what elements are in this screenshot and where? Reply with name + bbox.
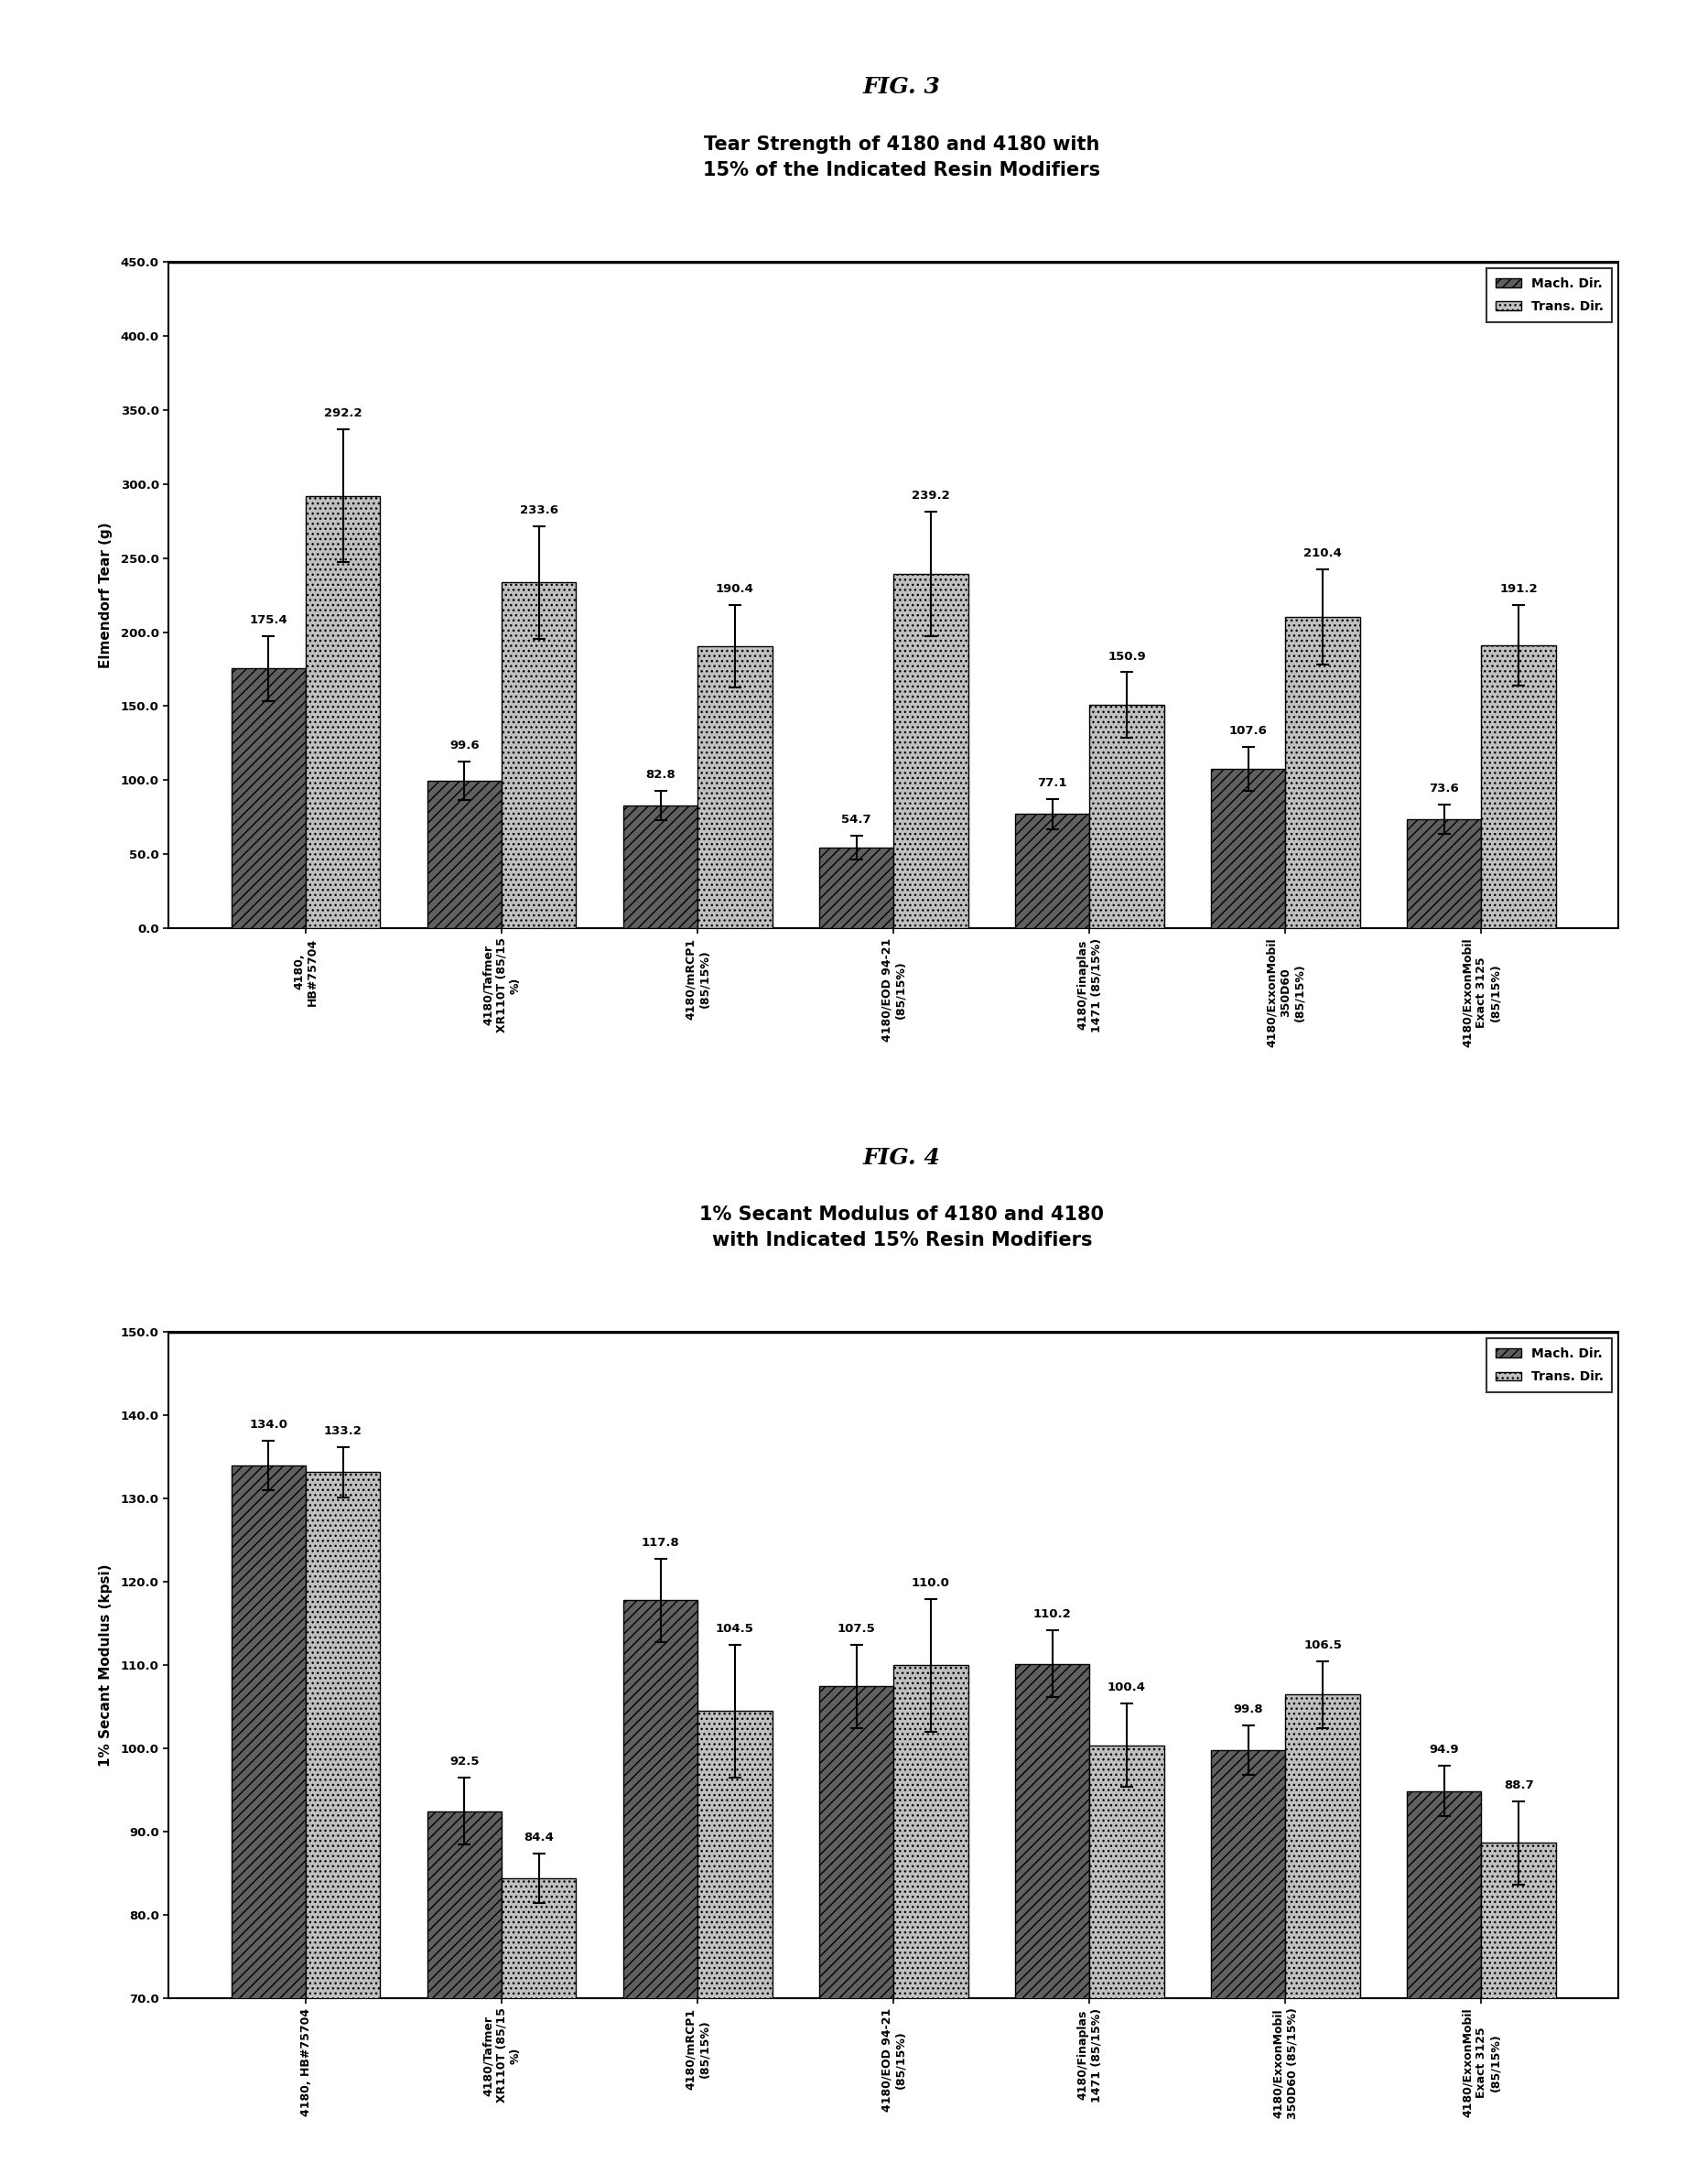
Bar [502,583,577,928]
Text: 107.5: 107.5 [838,1623,875,1634]
Bar [1211,1749,1285,2184]
Legend: Mach. Dir., Trans. Dir.: Mach. Dir., Trans. Dir. [1487,269,1612,321]
Bar [1482,644,1556,928]
Text: 107.6: 107.6 [1229,725,1268,736]
Text: 88.7: 88.7 [1504,1780,1534,1791]
Bar [894,574,968,928]
Bar [231,1465,305,2184]
Bar [1015,815,1089,928]
Bar [1406,819,1482,928]
Bar [1089,705,1163,928]
Bar [819,847,894,928]
Text: 233.6: 233.6 [519,505,558,515]
Text: FIG. 3: FIG. 3 [863,76,941,98]
Bar [1406,1791,1482,2184]
Bar [231,668,305,928]
Text: 106.5: 106.5 [1303,1640,1342,1651]
Text: 100.4: 100.4 [1108,1682,1146,1693]
Y-axis label: 1% Secant Modulus (kpsi): 1% Secant Modulus (kpsi) [99,1564,113,1767]
Bar [624,806,698,928]
Bar [1285,1695,1361,2184]
Text: 1% Secant Modulus of 4180 and 4180
with Indicated 15% Resin Modifiers: 1% Secant Modulus of 4180 and 4180 with … [700,1206,1104,1249]
Text: 94.9: 94.9 [1430,1745,1458,1756]
Bar [427,1811,502,2184]
Text: 104.5: 104.5 [715,1623,754,1634]
Text: 190.4: 190.4 [715,583,754,594]
Bar [305,496,381,928]
Legend: Mach. Dir., Trans. Dir.: Mach. Dir., Trans. Dir. [1487,1339,1612,1391]
Text: 99.8: 99.8 [1232,1704,1263,1714]
Bar [502,1878,577,2184]
Text: 82.8: 82.8 [646,769,676,782]
Bar [1089,1745,1163,2184]
Bar [1285,616,1361,928]
Text: 77.1: 77.1 [1037,778,1067,788]
Text: 210.4: 210.4 [1303,548,1342,559]
Text: 110.0: 110.0 [912,1577,949,1588]
Bar [1482,1843,1556,2184]
Text: 150.9: 150.9 [1108,651,1146,662]
Text: 134.0: 134.0 [250,1420,288,1431]
Text: 99.6: 99.6 [450,740,479,751]
Bar [1015,1664,1089,2184]
Bar [624,1601,698,2184]
Text: Tear Strength of 4180 and 4180 with
15% of the Indicated Resin Modifiers: Tear Strength of 4180 and 4180 with 15% … [703,135,1101,179]
Bar [698,646,772,928]
Bar [427,780,502,928]
Text: 54.7: 54.7 [841,812,872,826]
Text: FIG. 4: FIG. 4 [863,1147,941,1168]
Text: 117.8: 117.8 [641,1538,679,1548]
Bar [698,1710,772,2184]
Text: 292.2: 292.2 [324,406,362,419]
Text: 110.2: 110.2 [1034,1607,1071,1621]
Text: 239.2: 239.2 [912,489,949,502]
Bar [894,1664,968,2184]
Bar [1211,769,1285,928]
Text: 84.4: 84.4 [524,1832,555,1843]
Text: 133.2: 133.2 [324,1426,362,1437]
Y-axis label: Elmendorf Tear (g): Elmendorf Tear (g) [99,522,113,668]
Text: 73.6: 73.6 [1430,782,1458,795]
Text: 191.2: 191.2 [1499,583,1538,596]
Text: 175.4: 175.4 [250,614,288,627]
Bar [305,1472,381,2184]
Text: 92.5: 92.5 [450,1756,479,1767]
Bar [819,1686,894,2184]
